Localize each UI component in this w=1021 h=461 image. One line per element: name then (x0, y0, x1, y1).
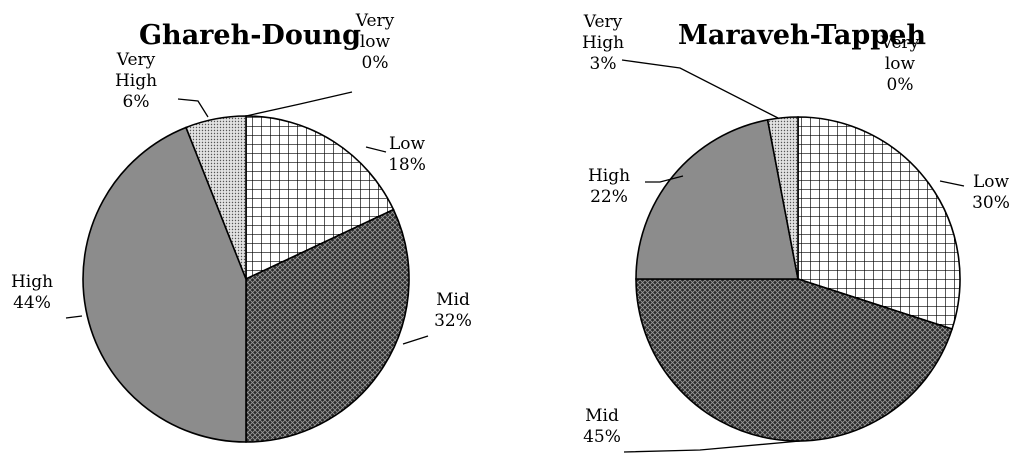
slice-label-mid: Mid 45% (583, 406, 621, 447)
pie-slices (635, 116, 961, 442)
pie-slice-mid (245, 208, 410, 443)
slice-label-high: High 22% (588, 166, 630, 207)
pie-slice-mid (635, 278, 954, 442)
leader-line (621, 59, 779, 119)
pie-slice-high (82, 126, 247, 443)
chart-title: Maraveh-Tappeh (678, 20, 926, 51)
pie-slice-very-high (184, 115, 247, 280)
pie-chart-maraveh-tappeh: Maraveh-Tappeh Very low 0% Low 30% Mid 45% High… (582, 12, 1010, 453)
pie-slice-very-high (766, 116, 799, 280)
slice-labels: Very low 0% Low 30% Mid 45% High 22% Very High 3% (582, 12, 1010, 453)
leader-line (939, 180, 965, 187)
leader-line (365, 146, 387, 153)
pie-slice-low (797, 116, 961, 331)
leader-line (402, 335, 429, 345)
slice-label-low: Low 30% (972, 172, 1010, 213)
slice-label-very-low: Very low 0% (880, 33, 920, 95)
slice-labels: Very low 0% Low 18% Mid 32% High 44% Very High 6% (11, 11, 472, 345)
slice-label-very-high: Very High 6% (115, 50, 157, 112)
pie-slices (82, 115, 410, 443)
chart-title: Ghareh-Doung (139, 20, 361, 51)
leader-line (65, 315, 83, 319)
leader-line (645, 175, 684, 183)
slice-label-high: High 44% (11, 272, 53, 313)
slice-label-low: Low 18% (388, 134, 426, 175)
leader-line (245, 91, 353, 117)
slice-label-very-high: Very High 3% (582, 12, 624, 74)
pie-slice-low (245, 115, 395, 281)
slice-label-very-low: Very low 0% (355, 11, 395, 73)
pie-chart-ghareh-doung: Ghareh-Doung Very low 0% Low 18% Mid 32% High 44… (11, 11, 472, 443)
pie-slice-high (635, 118, 799, 280)
slice-label-mid: Mid 32% (434, 290, 472, 331)
leader-line (177, 98, 209, 118)
leader-line (623, 440, 801, 453)
